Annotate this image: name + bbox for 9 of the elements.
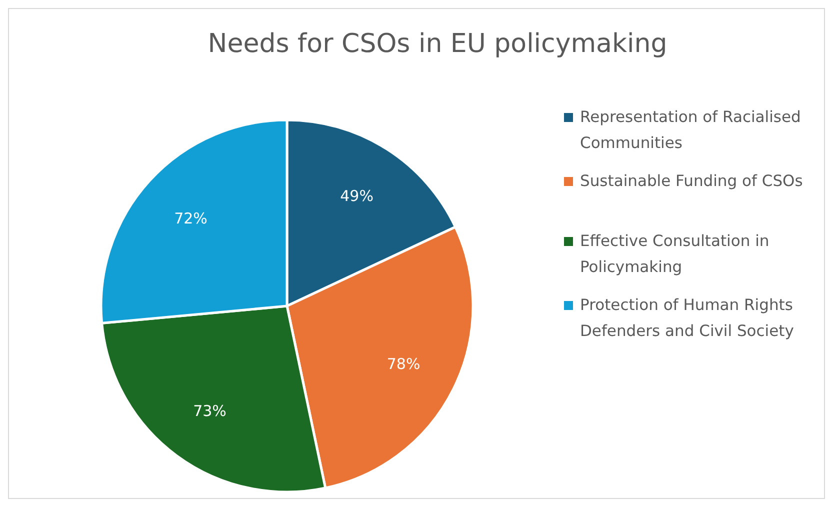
- chart-title: Needs for CSOs in EU policymaking: [206, 29, 668, 59]
- legend-label: Effective Consultation in Policymaking: [580, 231, 770, 278]
- data-label: 72%: [174, 209, 208, 228]
- legend-label: Protection of Human Rights Defenders and Civil Society: [580, 295, 795, 342]
- data-label: 78%: [386, 355, 420, 374]
- data-label: 49%: [340, 187, 374, 206]
- data-label: 73%: [193, 402, 226, 420]
- legend-label: Sustainable Funding of CSOs: [580, 171, 803, 192]
- legend-label: Representation of Racialised Communities: [580, 107, 802, 154]
